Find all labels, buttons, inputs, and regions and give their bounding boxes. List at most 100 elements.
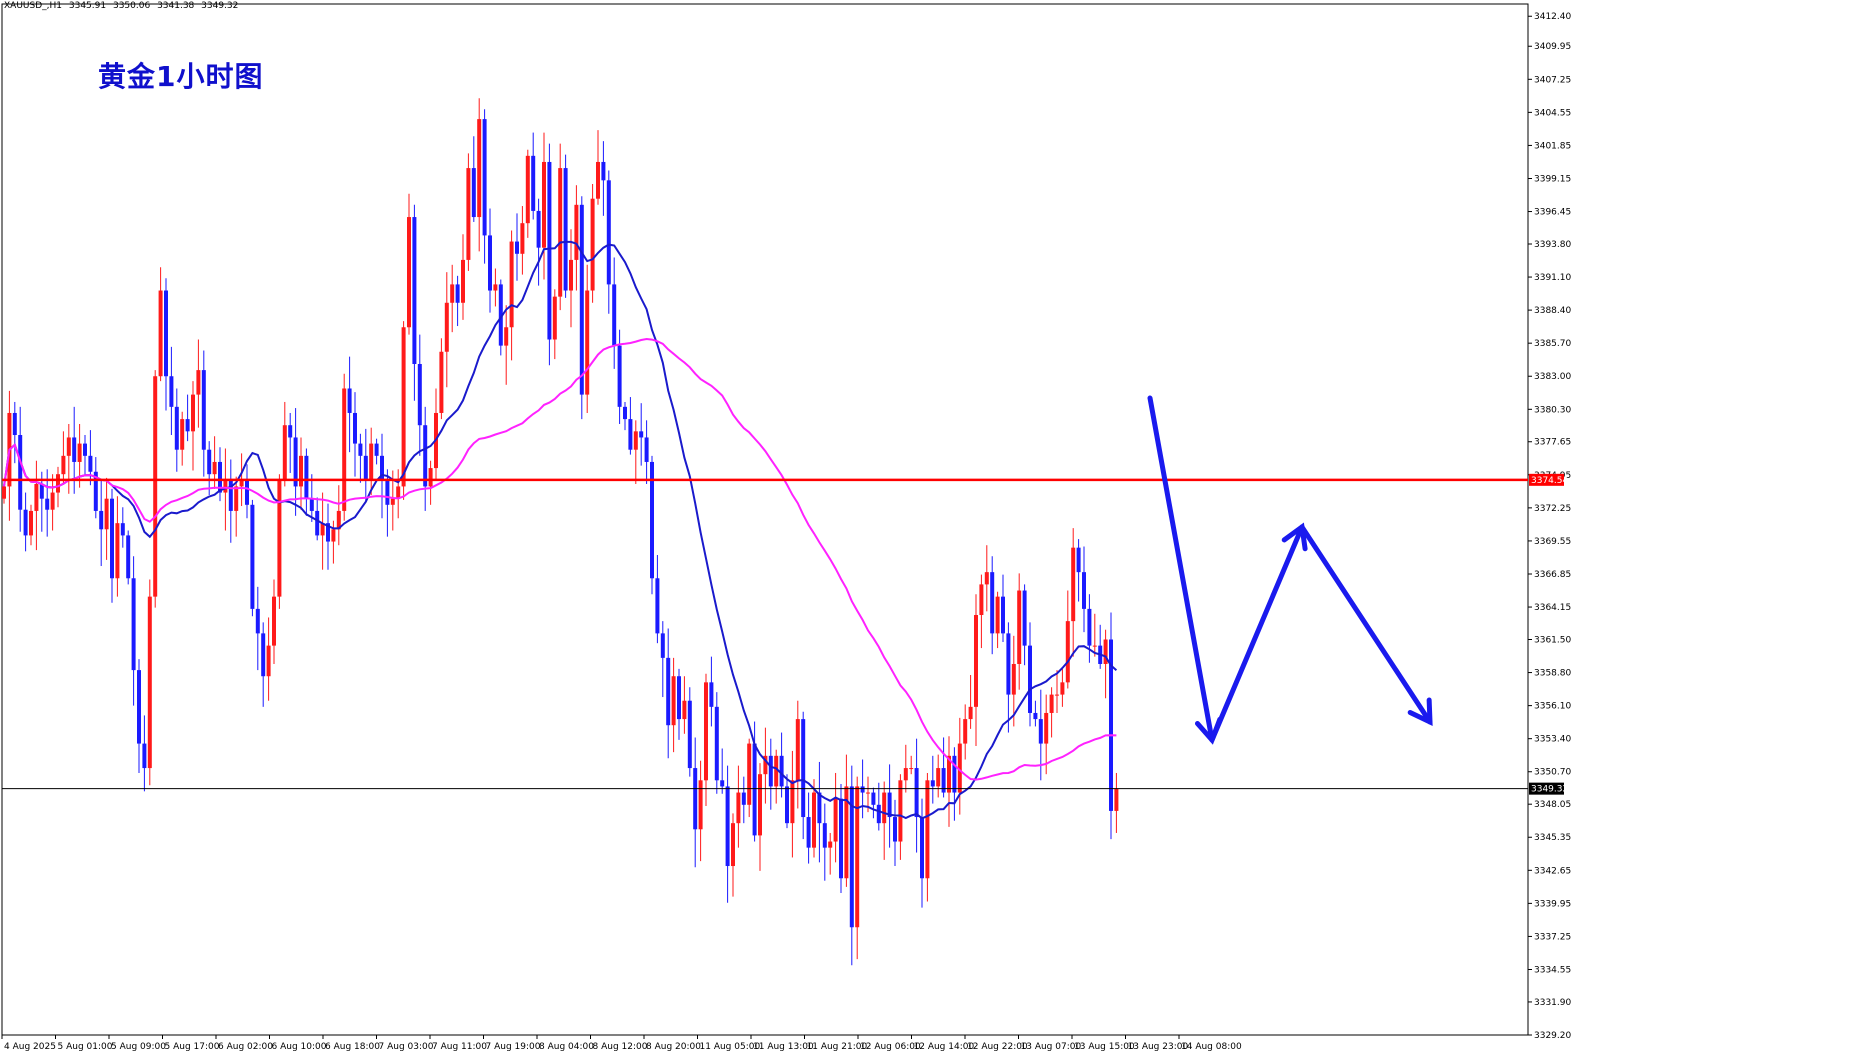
candle-body <box>466 168 471 260</box>
candle-body <box>272 596 276 646</box>
y-tick-label: 3350.70 <box>1534 768 1571 778</box>
candle-body <box>725 786 730 867</box>
candle-body <box>304 455 309 499</box>
candle-body <box>1049 694 1054 713</box>
y-tick-label: 3412.40 <box>1534 12 1571 22</box>
candle-body <box>839 798 843 879</box>
candle-body <box>763 755 768 775</box>
open-value: 3345.91 <box>68 1 107 11</box>
candle-body <box>239 480 244 487</box>
y-tick-label: 3396.45 <box>1534 208 1571 218</box>
candle-body <box>88 455 93 472</box>
y-tick-label: 3385.70 <box>1534 339 1571 349</box>
current-price-label: 3349.32 <box>1531 785 1568 795</box>
candle-body <box>212 461 217 475</box>
candle-body <box>1071 547 1076 622</box>
candle-body <box>930 780 935 787</box>
y-tick-label: 3404.55 <box>1534 108 1571 118</box>
candle-body <box>455 284 460 303</box>
y-tick-label: 3348.05 <box>1534 800 1571 810</box>
candle-body <box>488 235 492 291</box>
chart-title: 黄金1小时图 <box>98 60 264 93</box>
candle-body <box>720 780 725 787</box>
candle-body <box>828 841 833 848</box>
x-tick-label: 14 Aug 08:00 <box>1181 1042 1242 1052</box>
candle-body <box>293 437 298 487</box>
candle-body <box>914 768 919 818</box>
candle-body <box>390 498 395 505</box>
candle-body <box>142 743 147 769</box>
y-tick-label: 3409.95 <box>1534 42 1571 52</box>
y-tick-label: 3380.30 <box>1534 405 1571 415</box>
arrow-head <box>1281 522 1308 552</box>
candle-body <box>1022 590 1027 646</box>
candle-body <box>687 700 692 769</box>
candle-body <box>515 241 519 254</box>
candle-body <box>147 596 152 769</box>
y-tick-label: 3366.85 <box>1534 570 1571 580</box>
candle-body <box>893 817 897 842</box>
candle-body <box>731 823 735 867</box>
x-tick-label: 8 Aug 04:00 <box>539 1042 594 1052</box>
candle-body <box>358 443 363 456</box>
x-tick-label: 11 Aug 21:00 <box>807 1042 868 1052</box>
candle-body <box>1065 621 1070 683</box>
resistance-price-label: 3374.54 <box>1531 476 1568 486</box>
candle-body <box>153 376 158 597</box>
candle-body <box>909 768 914 770</box>
candle-body <box>477 119 482 218</box>
candle-body <box>995 596 1000 634</box>
plot-frame <box>1 3 1529 1036</box>
candle-body <box>531 155 536 211</box>
y-tick-label: 3342.65 <box>1534 866 1571 876</box>
y-tick-label: 3353.40 <box>1534 735 1571 745</box>
candle-body <box>288 425 293 438</box>
candle-body <box>785 786 789 824</box>
candle-body <box>984 572 989 585</box>
price-levels-layer <box>2 478 1528 790</box>
candle-body <box>855 786 860 928</box>
y-tick-label: 3339.95 <box>1534 899 1571 909</box>
candle-body <box>412 217 417 364</box>
candle-body <box>266 645 271 677</box>
resistance-price-box <box>1529 473 1564 486</box>
y-tick-label: 3356.10 <box>1534 702 1571 712</box>
candle-body <box>93 471 98 511</box>
arrow-head <box>1407 697 1433 727</box>
candle-body <box>12 412 17 436</box>
candle-body <box>104 498 109 530</box>
candle-body <box>342 388 347 511</box>
candle-body <box>552 296 557 340</box>
low-value: 3341.38 <box>157 1 195 11</box>
plot-border <box>1 3 1529 1036</box>
candle-body <box>952 755 957 793</box>
x-tick-label: 7 Aug 11:00 <box>432 1042 487 1052</box>
candle-body <box>666 657 671 726</box>
candle-body <box>677 676 681 720</box>
x-tick-label: 11 Aug 05:00 <box>700 1042 761 1052</box>
y-axis: 3412.40 3409.95 3407.25 3404.55 3401.85 3399.… <box>1528 12 1571 1041</box>
y-tick-label: 3337.25 <box>1534 932 1571 942</box>
candle-body <box>709 682 714 707</box>
candle-body <box>331 529 336 542</box>
candle-body <box>131 578 136 671</box>
candle-body <box>407 217 411 328</box>
candle-body <box>439 351 444 413</box>
candle-body <box>520 223 525 254</box>
candle-body <box>601 161 606 181</box>
candle-body <box>1038 719 1043 744</box>
candle-body <box>1109 639 1113 811</box>
arrow-head <box>1194 716 1223 745</box>
candle-body <box>353 412 357 444</box>
candle-body <box>72 437 77 462</box>
candle-body <box>423 425 428 487</box>
candle-body <box>704 682 708 781</box>
candle-body <box>790 780 795 824</box>
candle-body <box>396 486 401 499</box>
candle-body <box>509 241 514 328</box>
candle-body <box>185 419 190 432</box>
candle-body <box>741 792 746 805</box>
x-tick-label: 4 Aug 2025 <box>4 1042 56 1052</box>
candle-body <box>536 210 541 248</box>
